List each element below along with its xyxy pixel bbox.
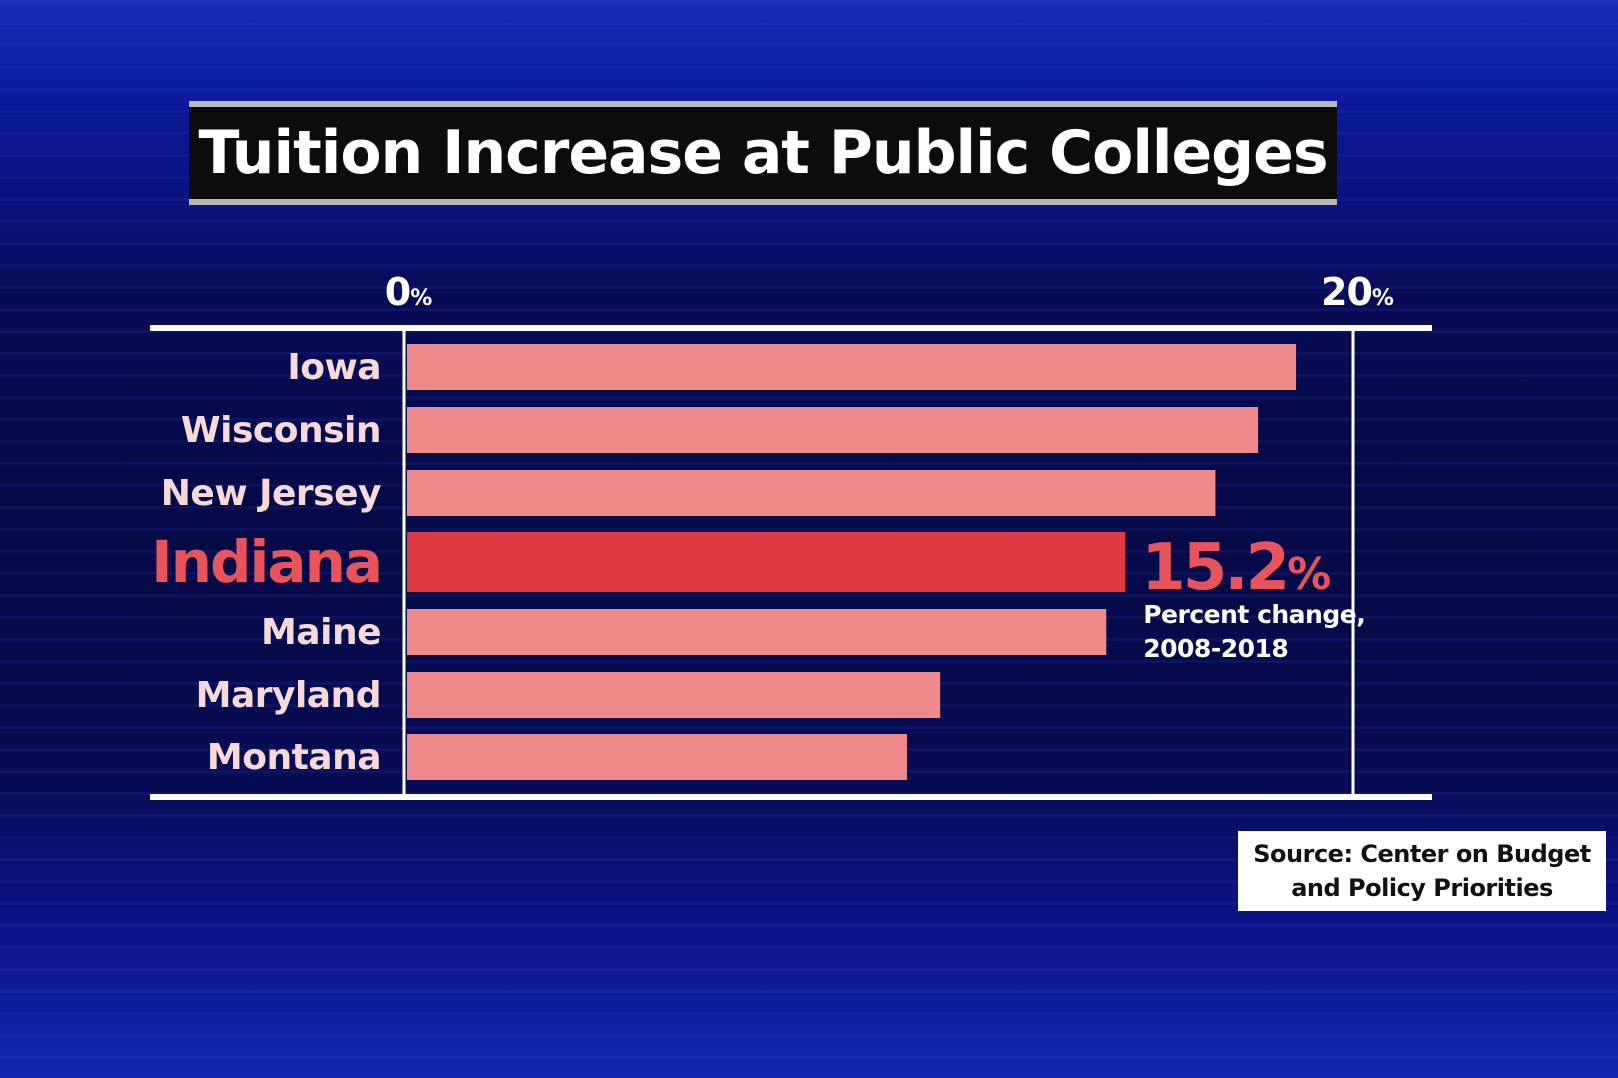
bar-wisconsin <box>407 407 1259 453</box>
chart-bars <box>407 344 1297 780</box>
bar-new-jersey <box>407 470 1216 516</box>
bar-iowa <box>407 344 1297 390</box>
source-box: Source: Center on Budget and Policy Prio… <box>1238 831 1606 911</box>
category-labels: Iowa Wisconsin New Jersey Indiana Maine Maryl… <box>151 347 383 778</box>
value-annotation: 15.2%Percent change, 2008-2018 <box>1141 531 1365 663</box>
tick-label: 0% <box>385 270 432 314</box>
bar-maine <box>407 609 1107 655</box>
category-label: Maryland <box>196 675 381 716</box>
source-line-2: and Policy Priorities <box>1291 874 1553 902</box>
category-label: Wisconsin <box>181 410 381 451</box>
bar-maryland <box>407 672 941 718</box>
tick-label: 20% <box>1321 270 1394 314</box>
category-label: Montana <box>207 737 381 778</box>
chart-title-bar: Tuition Increase at Public Colleges <box>189 101 1337 205</box>
category-label: New Jersey <box>161 473 381 514</box>
bar-montana <box>407 734 907 780</box>
category-label: Maine <box>261 612 381 653</box>
highlight-value-label: 15.2% <box>1141 531 1330 605</box>
category-label: Iowa <box>287 347 381 388</box>
annotation-line-1: Percent change, <box>1143 600 1365 629</box>
bar-indiana <box>407 532 1126 592</box>
chart-axes <box>150 325 1432 800</box>
category-label: Indiana <box>151 528 381 596</box>
source-line-1: Source: Center on Budget <box>1253 840 1591 868</box>
annotation-line-2: 2008-2018 <box>1143 634 1288 663</box>
chart-title: Tuition Increase at Public Colleges <box>198 118 1328 188</box>
tick-labels: 0% 20% <box>385 270 1395 314</box>
